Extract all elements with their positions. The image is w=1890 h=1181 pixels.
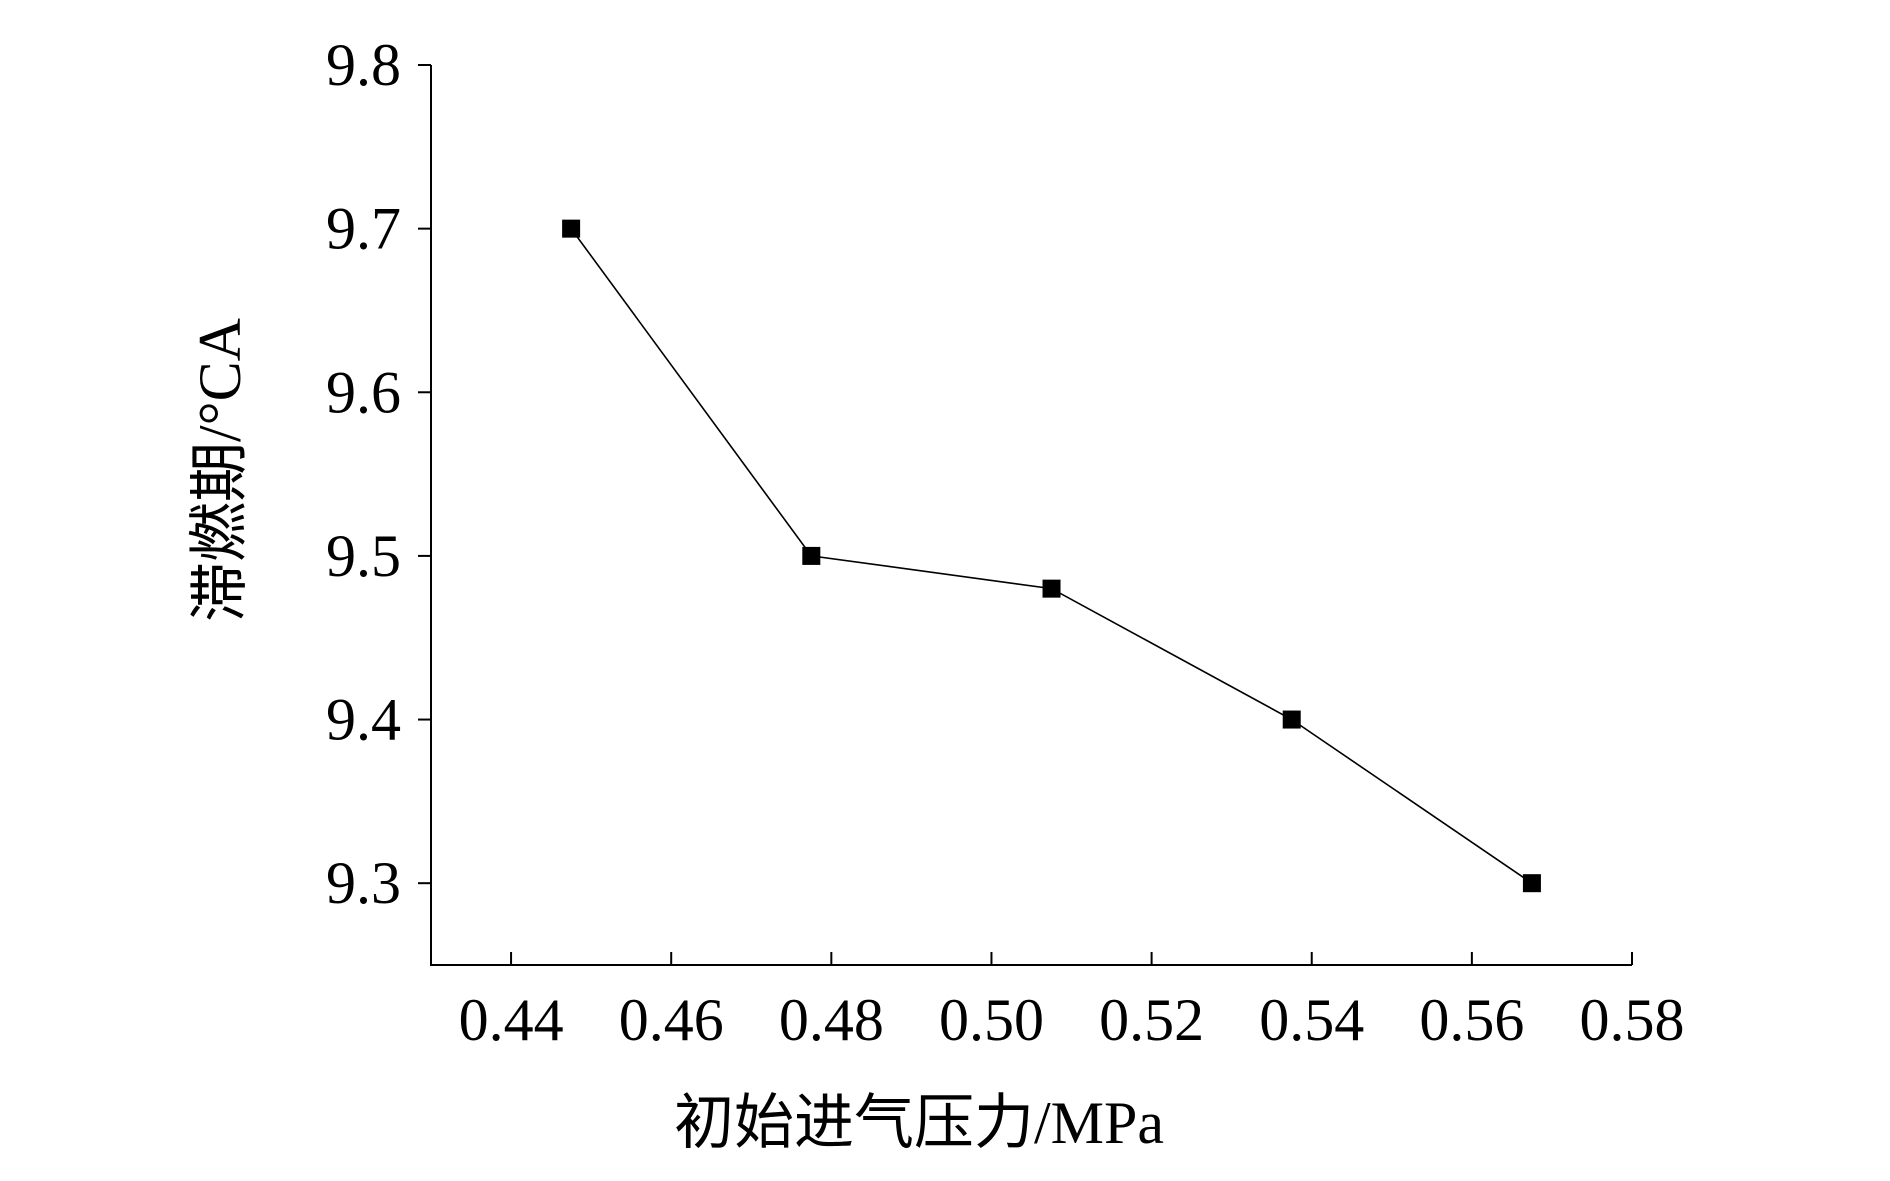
data-point-marker: [562, 219, 581, 238]
x-tick-label: 0.52: [1099, 987, 1204, 1053]
y-tick-label: 9.5: [326, 523, 401, 589]
data-point-marker: [1042, 579, 1061, 598]
series-line: [570, 228, 1533, 884]
x-tick-label: 0.54: [1259, 987, 1364, 1053]
x-tick-label: 0.56: [1419, 987, 1524, 1053]
y-axis-ticks: 9.3 9.4 9.5 9.6 9.7 9.8: [326, 32, 431, 916]
series-lines: [570, 228, 1533, 884]
data-point-marker: [1522, 874, 1541, 893]
y-tick-label: 9.8: [326, 32, 401, 98]
x-axis-title: 初始进气压力/MPa: [674, 1090, 1164, 1156]
x-axis-ticks: 0.44 0.46 0.48 0.50 0.52 0.54 0.56 0.58: [459, 952, 1685, 1053]
data-point-marker: [1282, 710, 1301, 729]
data-point-marker: [802, 546, 821, 565]
x-tick-label: 0.58: [1580, 987, 1685, 1053]
y-tick-label: 9.4: [326, 687, 401, 753]
x-tick-label: 0.44: [459, 987, 564, 1053]
series-markers: [562, 219, 1541, 893]
x-tick-label: 0.48: [779, 987, 884, 1053]
y-tick-label: 9.6: [326, 359, 401, 425]
axes: [430, 65, 1632, 966]
x-tick-label: 0.46: [619, 987, 724, 1053]
y-tick-label: 9.7: [326, 196, 401, 262]
y-tick-label: 9.3: [326, 850, 401, 916]
x-tick-label: 0.50: [939, 987, 1044, 1053]
y-axis-title: 滞燃期/°CA: [187, 318, 253, 622]
